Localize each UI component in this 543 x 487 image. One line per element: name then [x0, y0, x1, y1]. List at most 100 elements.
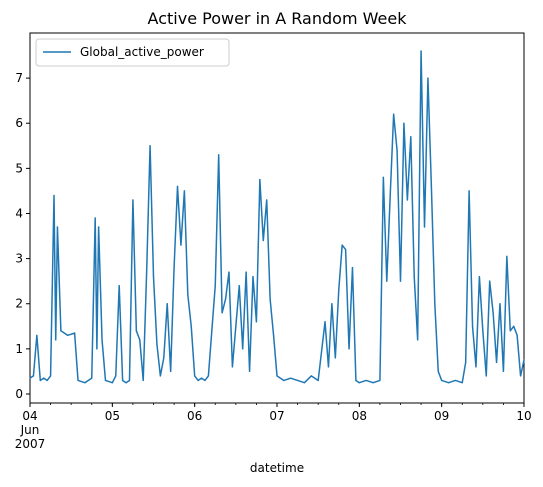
x-tick-sublabel-month: Jun — [20, 423, 40, 437]
data-point — [149, 145, 151, 147]
data-point — [98, 226, 100, 228]
data-point — [396, 149, 398, 151]
data-point — [156, 343, 158, 345]
data-point — [218, 154, 220, 156]
series-layer — [29, 50, 525, 384]
data-point — [132, 199, 134, 201]
data-point — [399, 280, 402, 282]
data-point — [290, 377, 292, 379]
data-point — [146, 271, 148, 273]
data-point — [365, 379, 367, 382]
data-point — [29, 377, 31, 379]
data-point — [506, 255, 508, 257]
x-tick-label: 10 — [516, 409, 531, 423]
data-point — [176, 185, 179, 188]
x-axis-label: datetime — [250, 461, 304, 475]
data-point — [413, 276, 415, 278]
data-point — [393, 113, 395, 115]
data-point — [128, 379, 131, 382]
data-point — [513, 325, 515, 327]
y-tick-label: 0 — [15, 387, 23, 401]
data-point — [180, 244, 182, 246]
data-point — [454, 379, 456, 382]
data-point — [235, 325, 237, 327]
data-point — [39, 379, 41, 382]
data-point — [519, 375, 522, 377]
data-point — [447, 382, 450, 384]
y-tick-label: 1 — [15, 342, 23, 356]
y-tick-label: 6 — [15, 116, 23, 130]
data-point — [276, 375, 278, 377]
data-point — [382, 176, 384, 178]
data-point — [489, 280, 491, 282]
data-point — [139, 339, 141, 341]
data-point — [115, 375, 117, 377]
data-point — [283, 379, 285, 382]
data-point — [259, 179, 261, 181]
data-point — [334, 357, 336, 359]
chart-title: Active Power in A Random Week — [148, 9, 408, 28]
data-point — [242, 348, 244, 350]
data-point — [441, 379, 443, 382]
data-point — [403, 122, 405, 124]
y-axis: 0 1 2 3 4 5 6 7 — [15, 71, 30, 401]
data-point — [266, 199, 268, 201]
data-point — [327, 366, 330, 368]
data-point — [331, 303, 333, 305]
data-point — [183, 190, 185, 192]
data-point — [386, 280, 388, 282]
data-point — [170, 370, 172, 373]
x-tick-sublabel-year: 2007 — [15, 437, 46, 451]
data-point — [523, 359, 525, 361]
data-point — [204, 379, 206, 382]
data-point — [420, 50, 422, 52]
data-point — [485, 375, 487, 377]
data-point — [499, 303, 501, 305]
data-point — [101, 339, 103, 341]
data-point — [475, 366, 477, 368]
series-line-0 — [29, 50, 525, 384]
data-point — [372, 382, 374, 384]
data-point — [94, 217, 96, 219]
data-point — [46, 379, 48, 382]
data-point — [252, 276, 254, 278]
data-point — [74, 332, 76, 334]
data-point — [60, 330, 62, 332]
data-point — [36, 334, 38, 336]
data-point — [173, 267, 175, 269]
legend-box — [35, 38, 230, 67]
data-point — [461, 382, 463, 384]
data-point — [96, 348, 98, 350]
data-point — [495, 361, 498, 363]
data-point — [410, 136, 412, 138]
data-point — [135, 330, 137, 332]
data-point — [211, 330, 213, 332]
data-point — [341, 244, 343, 246]
y-tick-label: 3 — [15, 252, 23, 266]
data-point — [228, 271, 230, 273]
data-point — [122, 379, 124, 382]
data-point — [423, 226, 426, 228]
x-tick-label: 05 — [105, 409, 120, 423]
data-point — [317, 379, 319, 382]
data-point — [468, 190, 470, 192]
data-point — [296, 379, 299, 382]
data-point — [262, 239, 264, 242]
data-point — [53, 194, 55, 197]
data-point — [91, 377, 93, 379]
data-point — [434, 303, 436, 305]
data-point — [231, 366, 233, 368]
y-tick-label: 7 — [15, 71, 23, 85]
data-point — [406, 199, 408, 201]
data-point — [55, 339, 57, 341]
y-tick-label: 2 — [15, 297, 23, 311]
data-point — [516, 334, 518, 336]
data-point — [482, 330, 484, 332]
data-point — [125, 382, 127, 384]
x-tick-label: 06 — [187, 409, 202, 423]
data-point — [303, 382, 306, 384]
data-point — [348, 348, 350, 350]
data-point — [427, 77, 429, 79]
data-point — [355, 379, 357, 382]
